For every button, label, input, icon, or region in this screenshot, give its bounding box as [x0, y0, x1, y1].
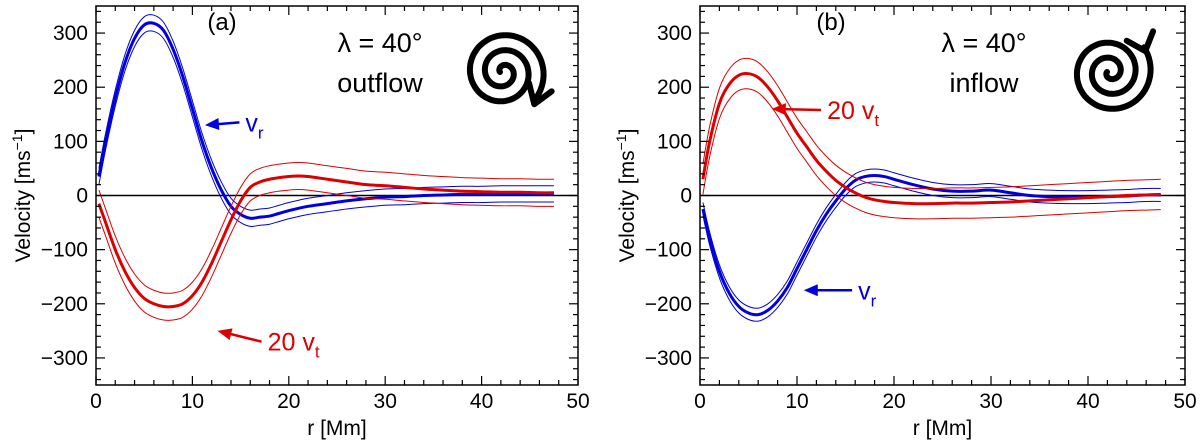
x-axis-label: r [Mm] [307, 417, 366, 440]
y-tick-label: 100 [53, 130, 88, 153]
annotation-flow: outflow [337, 68, 423, 98]
series-label-text: 20 vt [268, 329, 320, 362]
x-tick-label: 30 [374, 390, 397, 413]
chart-panel-a: 0 10 20 30 40 50 r [Mm] −300 −200 −100 0 100 200 300 V… [9, 5, 590, 440]
x-axis: 0 10 20 30 40 50 r [Mm] [90, 6, 590, 440]
annotation-flow: inflow [949, 68, 1019, 98]
y-axis: −300 −200 −100 0 100 200 300 Velocity [ms−1] [9, 10, 578, 381]
x-tick-label: 40 [1076, 390, 1099, 413]
series-label-arrow-line [227, 332, 262, 343]
x-tick-label: 0 [694, 390, 706, 413]
x-axis-label: r [Mm] [913, 417, 972, 440]
series-label-arrow-line [781, 107, 822, 112]
spiral-stroke [1073, 39, 1154, 112]
series-line [97, 174, 554, 309]
y-tick-label: −100 [41, 239, 88, 262]
series-upper-bound [702, 57, 1161, 190]
series-vr [701, 168, 1161, 322]
x-tick-label: 30 [979, 390, 1002, 413]
series-line [701, 72, 1161, 206]
series-upper-bound [98, 14, 554, 211]
series-line [97, 21, 554, 220]
y-tick-label: 300 [657, 22, 692, 45]
plot-area [701, 57, 1161, 322]
series-label-arrow-line [214, 121, 240, 126]
series-lower-bound [98, 189, 554, 321]
x-axis: 0 10 20 30 40 50 r [Mm] [694, 6, 1197, 440]
chart-panel-b: 0 10 20 30 40 50 r [Mm] −300 −200 −100 0 100 200 300 V… [613, 5, 1197, 440]
series-label-vt: 20 vt [771, 97, 879, 130]
series-label-arrowhead [204, 118, 220, 131]
x-tick-label: 50 [566, 390, 589, 413]
panel-label: (b) [816, 9, 845, 36]
series-label-arrowhead [217, 328, 233, 341]
spiral-arrowhead [1123, 28, 1157, 55]
series-label-vr: vr [803, 277, 877, 310]
y-tick-label: −300 [41, 347, 88, 370]
x-tick-label: 40 [470, 390, 493, 413]
series-label-arrowhead [803, 284, 818, 297]
series-vt [701, 57, 1161, 220]
y-tick-label: 200 [657, 76, 692, 99]
y-axis-label: Velocity [ms−1] [613, 129, 639, 263]
y-tick-label: −200 [645, 293, 692, 316]
x-tick-label: 0 [90, 390, 102, 413]
y-tick-label: 100 [657, 130, 692, 153]
annotation-latitude: λ = 40° [941, 28, 1026, 58]
x-tick-label: 10 [785, 390, 808, 413]
y-tick-label: 0 [76, 185, 88, 208]
spiral-arrowhead [526, 80, 555, 108]
y-axis-label: Velocity [ms−1] [9, 129, 35, 263]
inflow-spiral-icon [1073, 28, 1157, 112]
series-vt [97, 161, 554, 321]
x-tick-label: 20 [277, 390, 300, 413]
annotation-latitude: λ = 40° [337, 28, 422, 58]
series-label-text: vr [858, 277, 877, 310]
series-vr [97, 14, 554, 227]
series-label-text: vr [245, 109, 263, 142]
y-tick-label: 0 [680, 185, 692, 208]
series-upper-bound [98, 161, 554, 294]
series-lower-bound [98, 30, 554, 227]
y-tick-label: −100 [645, 239, 692, 262]
series-lower-bound [702, 181, 1161, 322]
outflow-spiral-icon [466, 32, 555, 108]
x-tick-label: 50 [1173, 390, 1196, 413]
y-tick-label: 300 [53, 22, 88, 45]
series-label-arrowhead [771, 103, 786, 116]
panel-label: (a) [207, 9, 236, 36]
spiral-stroke [466, 32, 547, 105]
series-lower-bound [702, 88, 1161, 220]
y-tick-label: 200 [53, 76, 88, 99]
y-tick-label: −200 [41, 293, 88, 316]
series-label-vr: vr [204, 109, 264, 142]
series-upper-bound [702, 168, 1161, 309]
series-label-vt: 20 vt [217, 328, 320, 362]
x-tick-label: 10 [181, 390, 204, 413]
x-tick-label: 20 [882, 390, 905, 413]
y-axis: −300 −200 −100 0 100 200 300 Velocity [ms−1] [613, 10, 1185, 381]
y-tick-label: −300 [645, 347, 692, 370]
series-label-text: 20 vt [827, 97, 879, 130]
plot-area [97, 14, 554, 321]
